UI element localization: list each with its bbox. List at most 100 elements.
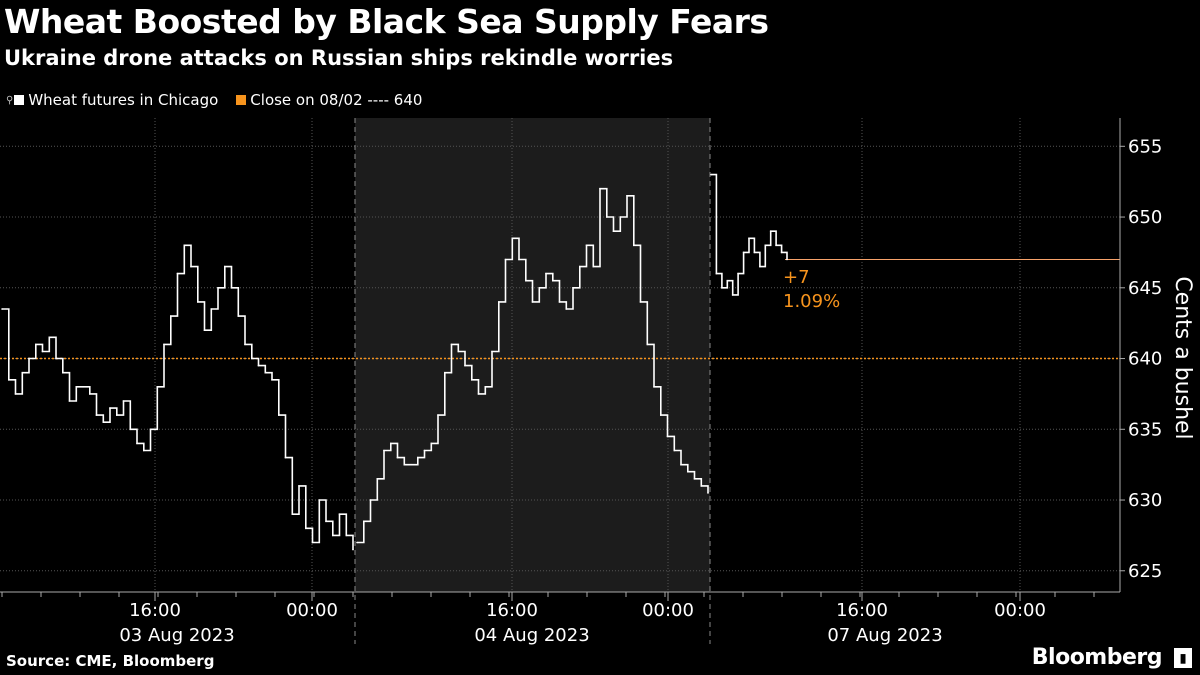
data-point — [633, 244, 635, 247]
data-point — [599, 187, 601, 190]
data-point — [41, 350, 44, 353]
data-point — [136, 442, 138, 445]
data-point — [338, 513, 341, 515]
data-point — [271, 379, 273, 381]
y-tick-label: 640 — [1128, 349, 1162, 370]
data-point — [484, 386, 487, 388]
data-point — [396, 456, 399, 459]
data-point — [606, 216, 608, 218]
data-point — [116, 414, 118, 416]
data-point — [585, 244, 588, 247]
chart-title: Wheat Boosted by Black Sea Supply Fears — [4, 2, 769, 41]
data-point — [257, 364, 260, 367]
data-point — [673, 449, 676, 452]
data-point — [62, 371, 64, 374]
data-point — [737, 272, 739, 275]
data-point — [48, 336, 51, 339]
x-tick-label: 00:00 — [994, 600, 1046, 621]
data-point — [653, 386, 655, 388]
data-point — [251, 357, 253, 360]
data-point — [707, 492, 709, 494]
y-tick-label: 635 — [1128, 419, 1162, 440]
data-point — [775, 244, 777, 247]
data-point — [383, 449, 385, 452]
percent-annotation: 1.09% — [783, 291, 840, 312]
data-point — [8, 379, 10, 381]
data-point — [525, 279, 527, 282]
data-point — [345, 534, 348, 537]
data-point — [721, 287, 723, 289]
source-note: Source: CME, Bloomberg — [6, 652, 215, 670]
reference-lines — [0, 258, 1120, 360]
data-point — [748, 237, 750, 240]
x-date-label: 04 Aug 2023 — [474, 625, 589, 646]
y-tick-label: 655 — [1128, 136, 1162, 157]
data-point — [176, 272, 179, 275]
data-point — [129, 428, 132, 431]
data-point — [572, 287, 574, 289]
data-point — [170, 315, 172, 317]
data-point — [217, 287, 219, 289]
data-point — [780, 251, 783, 254]
data-point — [311, 541, 314, 544]
x-tick-label: 16:00 — [129, 600, 181, 621]
data-point — [35, 343, 37, 346]
data-point — [423, 449, 426, 452]
legend-swatch-white — [14, 95, 25, 105]
series-layer — [1, 173, 788, 551]
data-point — [592, 265, 595, 268]
data-point — [244, 343, 246, 346]
x-tick-label: 16:00 — [486, 600, 538, 621]
data-point — [163, 343, 165, 346]
data-point — [786, 258, 788, 261]
axes: 625 630 635 640 645 650 655 16:00 00:00 16:00 00:0… — [0, 118, 1195, 646]
data-point — [264, 371, 267, 374]
data-point — [230, 287, 233, 289]
legend-item-close: Close on 08/02 ---- 640 — [236, 91, 422, 109]
data-point — [687, 470, 689, 473]
data-point — [444, 371, 446, 374]
data-point — [237, 315, 240, 317]
pin-icon: ⚲ — [6, 94, 14, 106]
data-point — [325, 520, 327, 523]
data-point — [511, 237, 514, 240]
data-point — [626, 195, 628, 197]
data-point — [518, 258, 520, 261]
legend-swatch-orange — [236, 95, 247, 105]
data-point — [753, 251, 756, 254]
data-point — [693, 478, 696, 480]
data-point — [612, 230, 615, 232]
data-point — [457, 350, 460, 353]
data-point — [21, 371, 24, 374]
x-date-label: 07 Aug 2023 — [827, 625, 942, 646]
data-point — [646, 343, 649, 346]
data-point — [410, 463, 412, 466]
data-point — [55, 357, 57, 360]
y-axis-title: Cents a bushel — [1170, 276, 1195, 439]
data-point — [531, 301, 534, 303]
change-annotation: +7 — [783, 267, 810, 288]
data-point — [305, 527, 307, 530]
y-tick-label: 645 — [1128, 278, 1162, 299]
x-tick-label: 16:00 — [836, 600, 888, 621]
data-point — [764, 244, 767, 247]
data-point — [28, 357, 30, 360]
data-point — [619, 216, 622, 218]
legend-item-wheat: ⚲ Wheat futures in Chicago — [6, 91, 218, 109]
data-point — [224, 265, 226, 268]
series-line-wheat — [357, 187, 709, 544]
data-point — [450, 343, 453, 346]
data-point — [715, 272, 718, 275]
data-point — [504, 258, 507, 261]
data-point — [156, 386, 159, 388]
brand-logo: Bloomberg — [1031, 645, 1163, 670]
data-point — [710, 173, 712, 176]
x-tick-label: 00:00 — [286, 600, 338, 621]
legend: ⚲ Wheat futures in Chicago Close on 08/0… — [6, 91, 440, 109]
data-point — [726, 279, 729, 282]
series-line-wheat — [711, 173, 788, 296]
data-point — [298, 485, 300, 487]
labels: +7 1.09% — [783, 267, 840, 312]
data-point — [318, 499, 321, 501]
